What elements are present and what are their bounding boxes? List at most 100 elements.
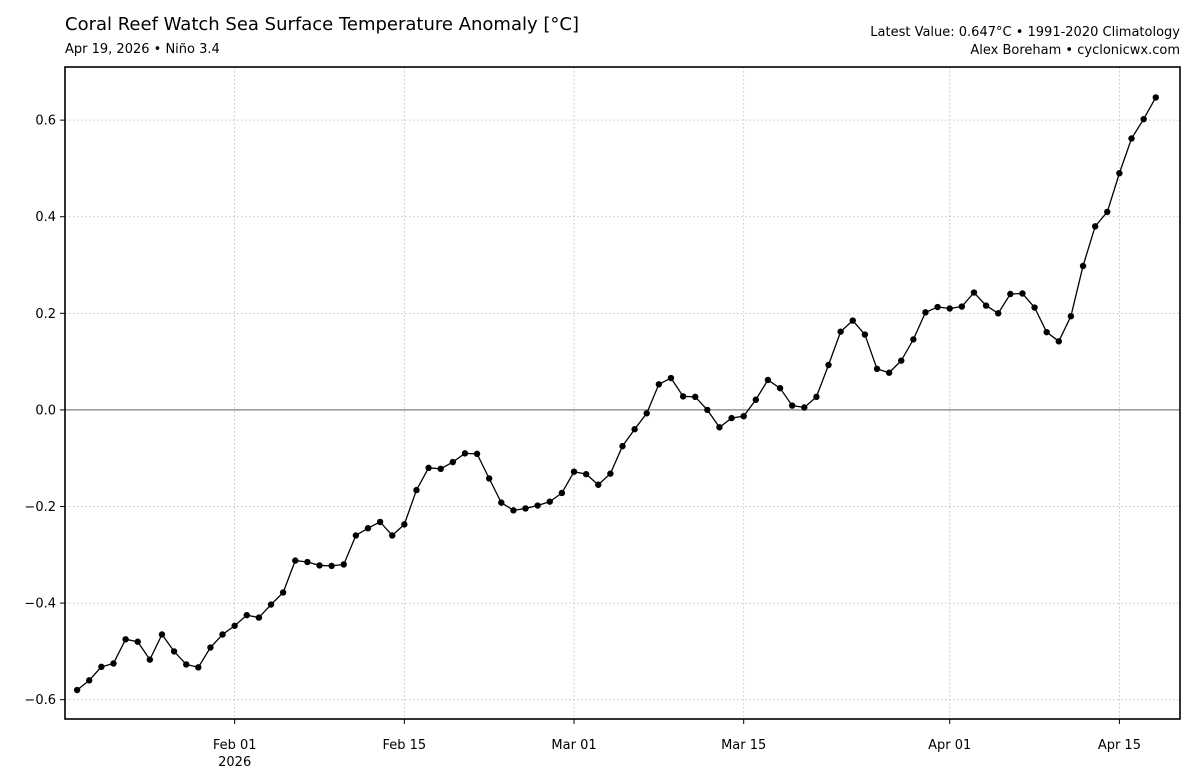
data-point [1091, 223, 1099, 230]
data-point [922, 309, 929, 316]
data-point [146, 656, 154, 663]
data-point [352, 532, 360, 539]
data-point [110, 660, 117, 667]
series-line [76, 97, 1157, 691]
data-point [1152, 94, 1159, 101]
x-tick-label: Apr 01 [928, 738, 971, 753]
data-point [582, 470, 590, 478]
y-tick-label: 0.6 [35, 114, 56, 129]
data-point [910, 336, 917, 343]
data-point [885, 369, 893, 376]
credit-text: Alex Boreham • cyclonicwx.com [970, 43, 1180, 58]
data-point [619, 442, 626, 450]
data-point [340, 561, 347, 568]
data-point [607, 470, 614, 477]
data-point [498, 499, 505, 506]
y-tick-label: 0.0 [35, 403, 56, 418]
data-point [485, 475, 493, 482]
data-point [183, 661, 190, 668]
data-point [776, 384, 784, 392]
data-point [255, 614, 263, 621]
data-point [655, 381, 663, 388]
data-point [934, 303, 941, 311]
data-point [1031, 304, 1038, 311]
data-series [73, 94, 1159, 694]
data-point [667, 374, 675, 382]
data-point [643, 410, 650, 417]
data-point [946, 305, 953, 312]
y-tick-label: −0.6 [24, 693, 56, 708]
data-point [1067, 313, 1075, 320]
data-point [849, 317, 856, 324]
data-point [328, 562, 335, 570]
y-tick-label: −0.4 [24, 597, 56, 612]
data-point [764, 376, 772, 384]
x-tick-label: Feb 01 [213, 738, 257, 753]
data-point [1116, 170, 1123, 177]
data-point [1104, 208, 1111, 216]
data-point [219, 631, 226, 638]
data-point [704, 406, 711, 414]
data-point [1128, 135, 1135, 142]
data-point [86, 677, 93, 684]
data-point [231, 622, 238, 629]
data-point [970, 289, 978, 296]
data-point [752, 396, 760, 403]
data-point [134, 638, 141, 645]
data-point [267, 601, 275, 608]
x-tick-label: Apr 15 [1098, 738, 1141, 753]
data-point [243, 611, 250, 619]
chart-subtitle: Apr 19, 2026 • Niño 3.4 [65, 42, 220, 57]
data-point [825, 361, 832, 369]
data-point [292, 557, 299, 564]
data-point [1019, 290, 1026, 297]
data-point [570, 468, 578, 475]
data-point [425, 464, 432, 472]
data-point [837, 328, 844, 335]
data-point [679, 393, 687, 400]
data-point [788, 402, 796, 409]
data-point [692, 393, 699, 401]
data-point [522, 505, 529, 512]
data-point [316, 562, 323, 569]
data-point [376, 518, 384, 526]
data-point [1079, 262, 1087, 270]
data-point [304, 558, 311, 566]
data-point [861, 331, 869, 338]
data-point [801, 404, 808, 411]
data-point [1007, 290, 1014, 298]
data-point [437, 465, 444, 473]
data-point [473, 450, 481, 458]
grid-lines [65, 67, 1180, 719]
data-point [558, 489, 566, 497]
data-point [510, 507, 517, 514]
data-point [1140, 115, 1147, 123]
data-point [401, 521, 408, 528]
x-tick-label: Feb 15 [382, 738, 426, 753]
data-point [1055, 338, 1063, 345]
y-tick-label: −0.2 [24, 500, 56, 515]
data-point [389, 532, 396, 539]
x-axis: Feb 01 2026 Feb 15 Mar 01 Mar 15 Apr 01 Apr 15 [213, 719, 1141, 770]
data-point [413, 486, 420, 494]
y-axis: −0.6 −0.4 −0.2 0.0 0.2 0.4 0.6 [24, 114, 65, 708]
chart-title: Coral Reef Watch Sea Surface Temperature… [65, 14, 579, 35]
x-tick-label: Mar 01 [551, 738, 596, 753]
data-point [958, 303, 966, 310]
data-point [813, 393, 820, 401]
data-point [1043, 328, 1050, 336]
y-tick-label: 0.2 [35, 307, 56, 322]
data-point [534, 502, 541, 509]
data-point [73, 686, 81, 694]
data-point [546, 498, 553, 505]
data-point [98, 663, 105, 671]
chart-info: Latest Value: 0.647°C • 1991-2020 Climat… [870, 24, 1180, 60]
data-point [279, 589, 287, 596]
data-point [170, 648, 178, 655]
data-point [716, 424, 723, 431]
data-point [461, 450, 469, 457]
data-point [364, 525, 372, 532]
data-point [873, 365, 881, 373]
data-point [631, 426, 638, 433]
